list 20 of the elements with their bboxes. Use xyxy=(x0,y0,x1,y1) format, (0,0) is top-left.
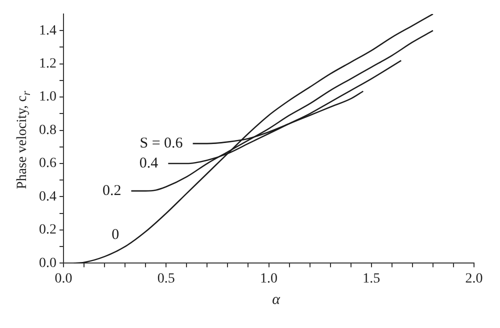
x-tick-label: 0.0 xyxy=(54,271,72,286)
x-tick-label: 1.0 xyxy=(260,271,278,286)
y-tick-label: 0.6 xyxy=(39,156,56,172)
series-label: 0 xyxy=(112,227,120,244)
y-tick-label: 0.4 xyxy=(39,189,56,204)
y-tick-label: 1.0 xyxy=(39,90,56,105)
y-tick-label: 1.2 xyxy=(39,56,56,72)
y-tick-label: 0.2 xyxy=(39,222,56,238)
x-axis-title: α xyxy=(272,292,280,309)
line-series xyxy=(73,14,434,264)
y-tick-label: 0.8 xyxy=(39,122,56,138)
series-label: 0.4 xyxy=(139,155,159,172)
x-tick-label: 2.0 xyxy=(465,271,483,286)
x-tick-label: 0.5 xyxy=(157,271,175,286)
line-series xyxy=(192,90,364,144)
series-label: S = 0.6 xyxy=(140,136,184,152)
y-tick-label: 0.0 xyxy=(39,256,56,271)
x-tick-label: 1.5 xyxy=(362,271,380,286)
series-label: 0.2 xyxy=(102,182,122,199)
y-tick-label: 1.4 xyxy=(39,23,56,38)
